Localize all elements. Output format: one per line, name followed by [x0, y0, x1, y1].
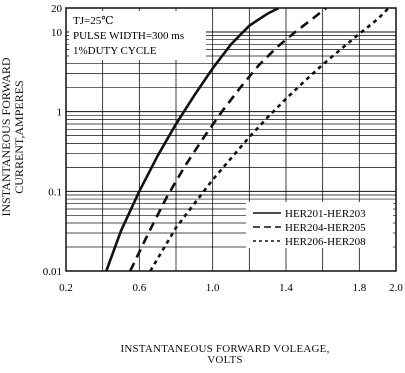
x-tick-label: 0.6	[132, 282, 146, 294]
x-tick-label: 1.4	[279, 282, 293, 294]
y-tick-label: 20	[51, 3, 63, 15]
legend-label-3: HER206-HER208	[285, 236, 366, 248]
legend-label-1: HER201-HER203	[285, 208, 366, 220]
y-tick-labels: 0.01 0.1 1 10 20	[43, 3, 63, 278]
series-line-2	[129, 8, 328, 271]
annotation-line-2: PULSE WIDTH=300 ms	[73, 30, 184, 42]
y-tick-label: 10	[51, 27, 63, 39]
legend-label-2: HER204-HER205	[285, 222, 366, 234]
y-tick-label: 1	[57, 107, 63, 119]
x-tick-labels: 0.2 0.6 1.0 1.4 1.8 2.0	[59, 282, 403, 294]
legend: HER201-HER203 HER204-HER205 HER206-HER20…	[246, 202, 393, 248]
x-tick-label: 1.8	[352, 282, 366, 294]
y-tick-label: 0.1	[48, 186, 62, 198]
plot-frame	[65, 7, 397, 272]
x-tick-label: 0.2	[59, 282, 73, 294]
curves	[105, 8, 390, 271]
annotation-line-1: TJ=25℃	[73, 15, 114, 27]
y-tick-label: 0.01	[43, 266, 62, 278]
x-axis-label: INSTANTANEOUS FORWARD VOLEAGE, VOLTS	[120, 343, 330, 366]
x-tick-label: 1.0	[206, 282, 220, 294]
series-line-3	[149, 8, 390, 271]
y-axis-label: INSTANTANEOUS FORWARD CURRENT,AMPERES	[0, 57, 26, 217]
annotation-box: TJ=25℃ PULSE WIDTH=300 ms 1%DUTY CYCLE	[69, 11, 206, 60]
annotation-line-3: 1%DUTY CYCLE	[73, 45, 157, 57]
series-line-1	[105, 8, 280, 271]
x-tick-label: 2.0	[389, 282, 403, 294]
